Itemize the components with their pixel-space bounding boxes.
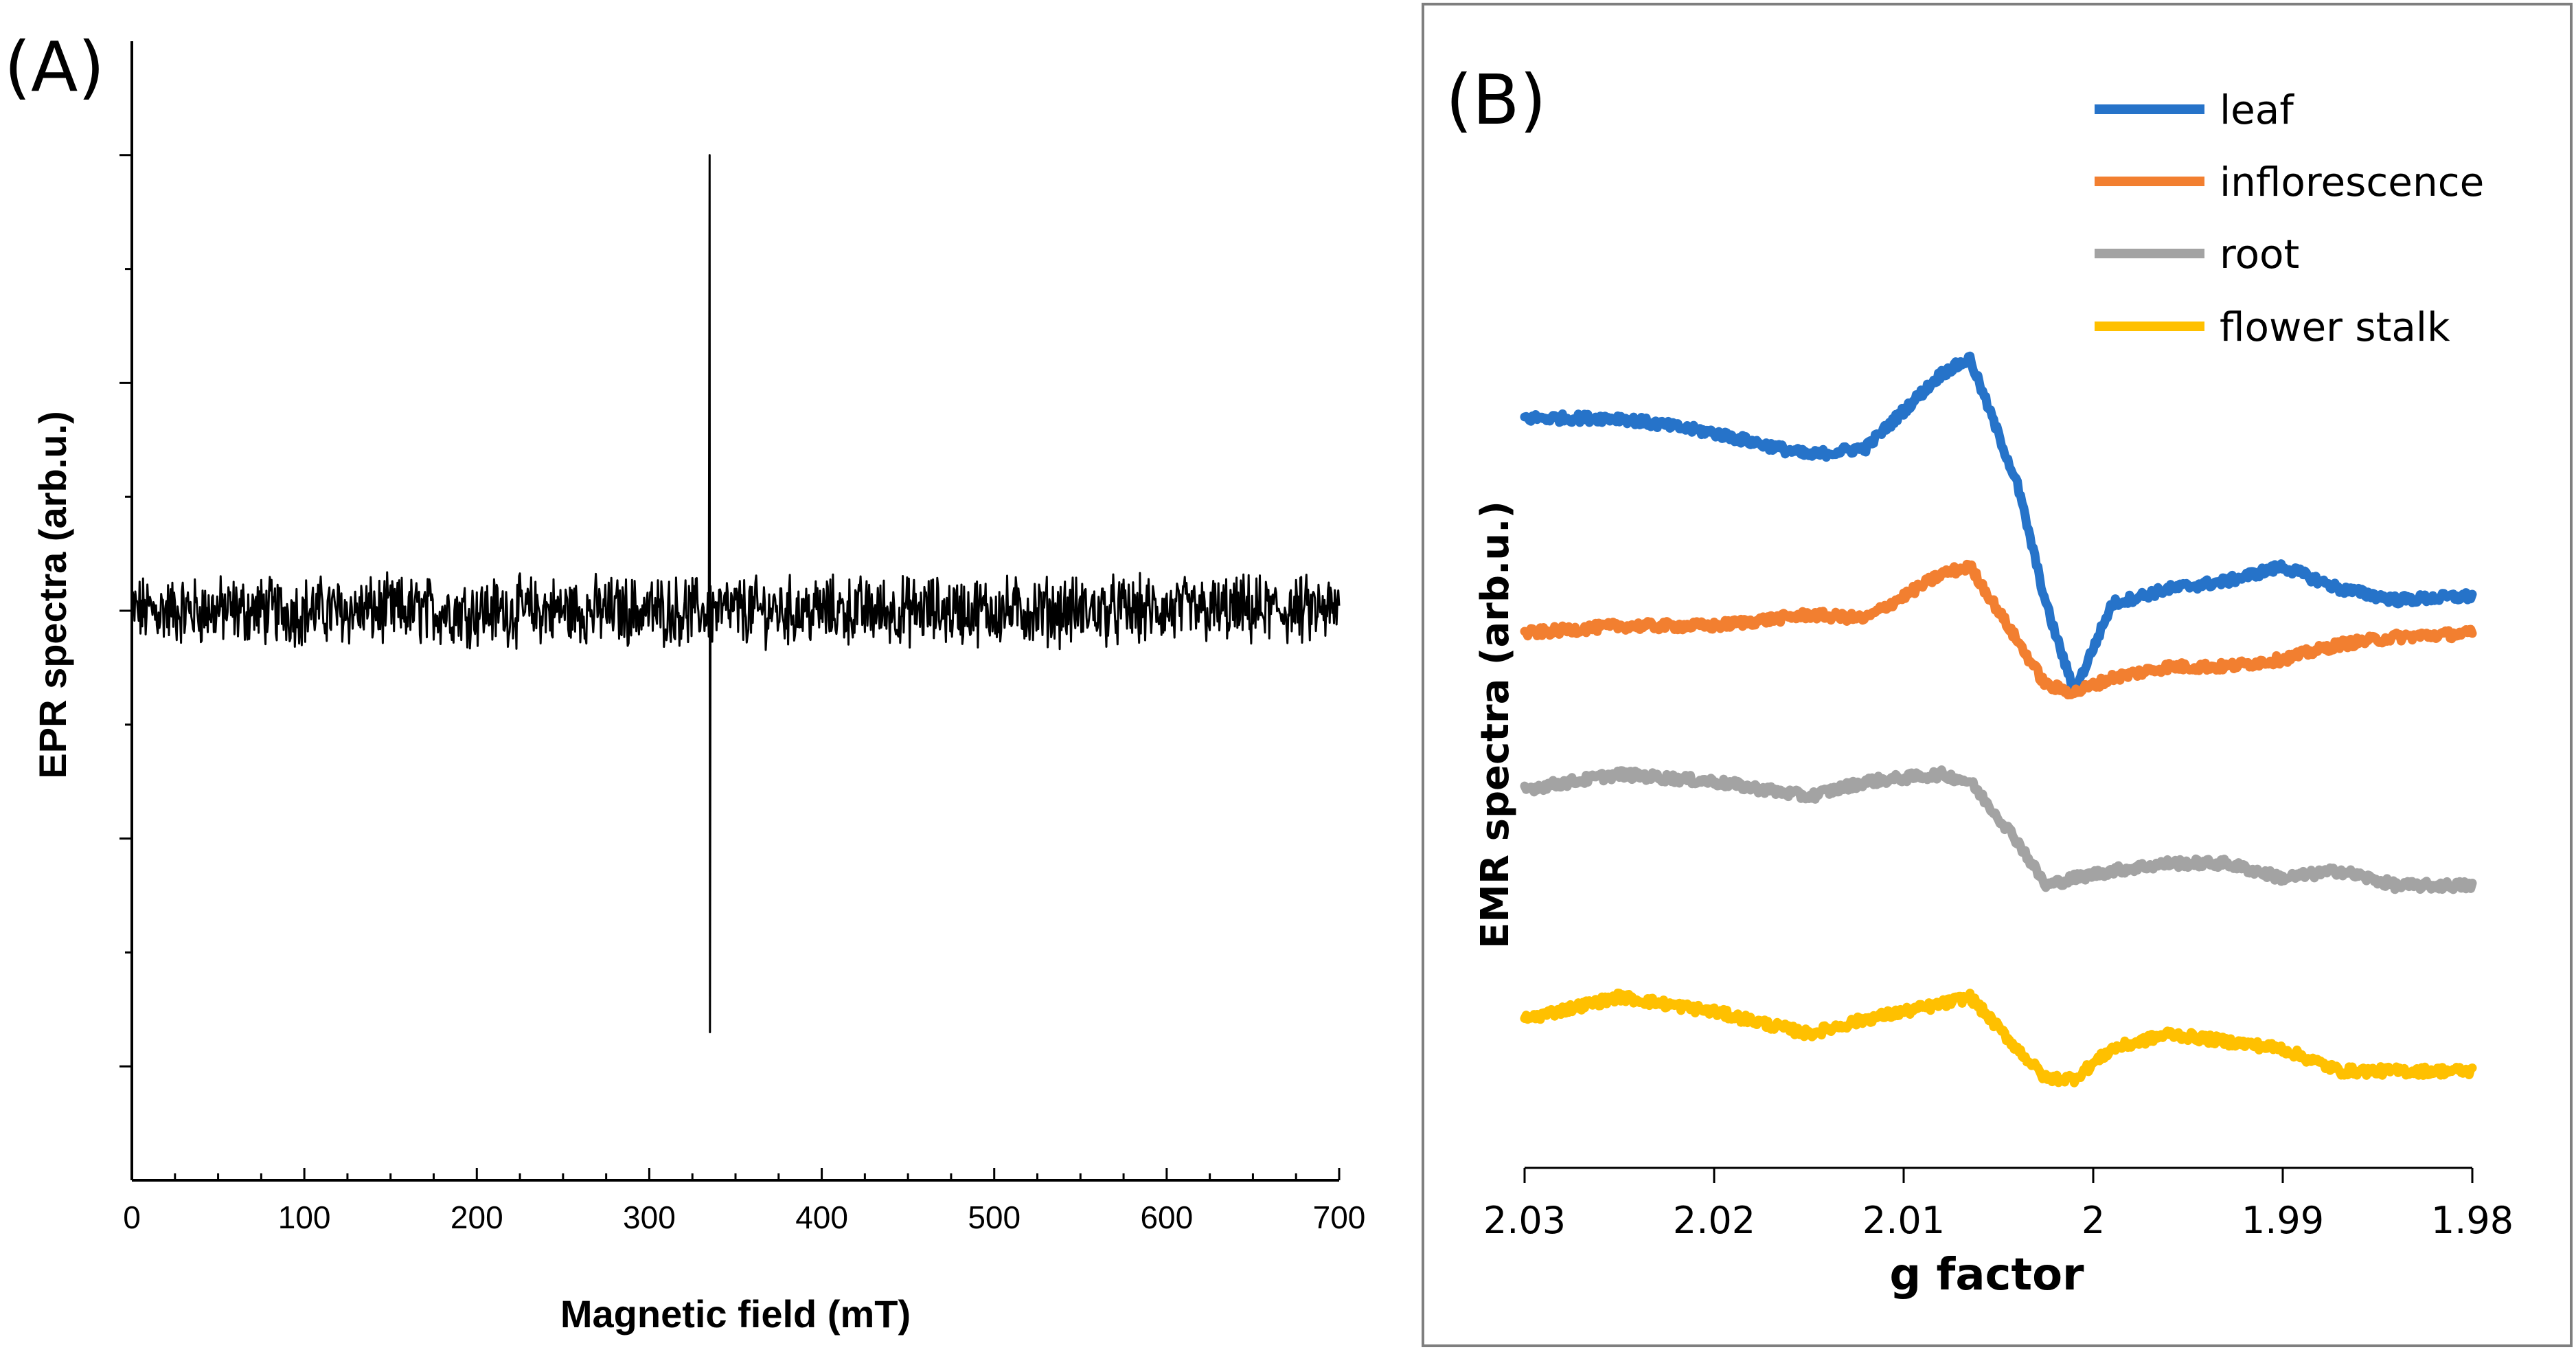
panel-b-x-tick-label: 1.98 [2431,1199,2514,1242]
panel-b-series-flower-stalk [1520,989,2477,1088]
panel-b-x-tick-label: 1.99 [2242,1199,2324,1242]
panel-b-series-leaf [1520,351,2477,696]
panel-a-y-ticks [119,154,132,1068]
panel-b-x-tick-label: 2.03 [1483,1199,1566,1242]
panel-a-x-tick-label: 200 [451,1199,503,1235]
panel-a-y-title: EPR spectra (arb.u.) [31,411,74,778]
legend-label-root: root [2220,231,2299,278]
panel-b-y-title: EMR spectra (arb.u.) [1473,501,1518,949]
panel-a: (A) 0 100 200 300 400 500 600 700 Magnetic fiel… [4,27,1365,1336]
panel-b-x-tick-label: 2.01 [1862,1199,1945,1242]
panel-a-x-tick-label: 700 [1313,1199,1366,1235]
panel-b-x-tick-label: 2 [2082,1199,2105,1242]
panel-a-x-tick-label: 300 [623,1199,676,1235]
panel-b-frame [1422,3,2573,1347]
panel-b-x-tick-label: 2.02 [1673,1199,1755,1242]
panel-a-x-tick-label: 600 [1140,1199,1193,1235]
legend-label-flower-stalk: flower stalk [2220,304,2450,350]
panel-a-x-title: Magnetic field (mT) [560,1292,911,1336]
panel-b-series [1520,351,2477,1088]
panel-b-series-inflorescence [1520,559,2477,700]
panel-b: (B) 2.03 2.02 2.01 2 1.99 1.98 g factor EMR s… [1422,3,2573,1347]
panel-a-x-tick-label: 100 [278,1199,331,1235]
panel-a-x-tick-label: 0 [123,1199,141,1235]
panel-b-series-root [1520,765,2477,894]
legend-label-leaf: leaf [2220,87,2294,133]
panel-b-label: (B) [1446,60,1547,140]
panel-b-x-title: g factor [1889,1250,2084,1300]
panel-a-label: (A) [4,27,104,107]
legend-label-inflorescence: inflorescence [2220,159,2484,205]
panel-a-series-epr [130,154,1341,1033]
panel-a-x-tick-label: 500 [968,1199,1021,1235]
panel-b-legend: leaf inflorescence root flower stalk [2095,87,2484,350]
panel-a-x-tick-label: 400 [795,1199,848,1235]
panel-a-x-ticks: 0 100 200 300 400 500 600 700 [123,1168,1365,1235]
panel-b-x-ticks: 2.03 2.02 2.01 2 1.99 1.98 [1483,1168,2514,1242]
